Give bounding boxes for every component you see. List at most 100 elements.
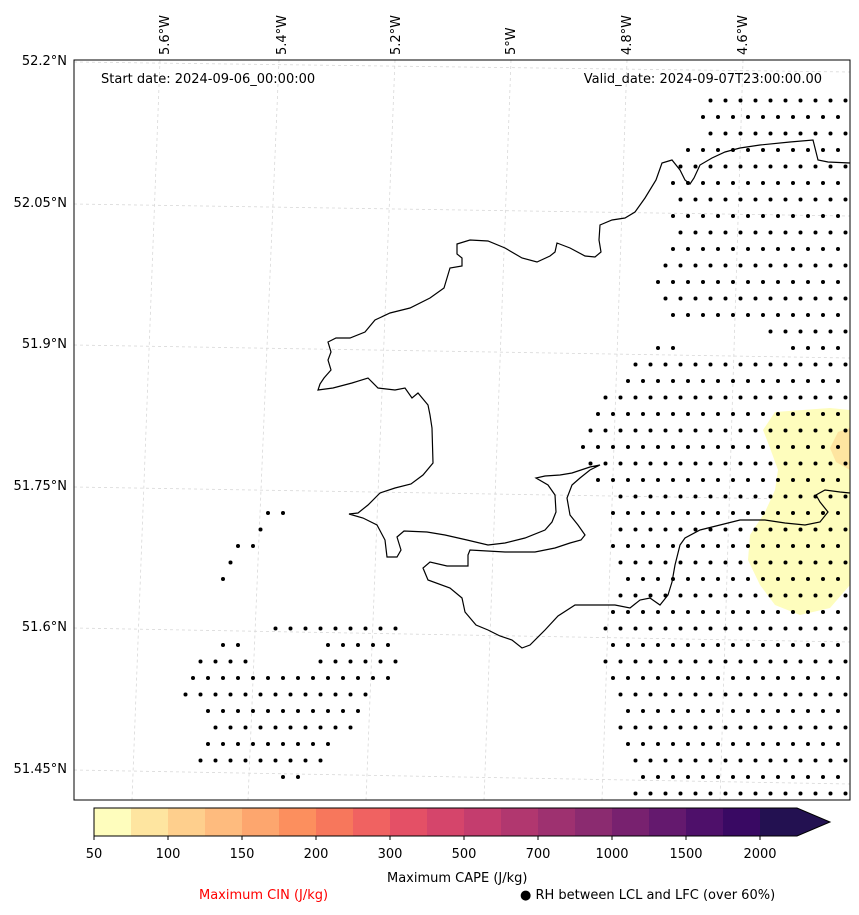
rh-dot xyxy=(656,610,660,614)
rh-dot xyxy=(768,791,773,796)
rh-dot xyxy=(746,313,750,317)
rh-dot xyxy=(618,659,623,664)
rh-dot xyxy=(813,692,818,697)
rh-dot xyxy=(746,247,750,251)
rh-dot xyxy=(776,115,780,119)
rh-dot xyxy=(641,511,645,515)
rh-dot xyxy=(243,659,248,664)
colorbar-segment xyxy=(131,808,169,836)
rh-dot xyxy=(843,329,848,334)
rh-dot xyxy=(768,461,773,466)
rh-dot xyxy=(648,494,653,499)
rh-dot xyxy=(603,428,608,433)
rh-dot xyxy=(761,478,765,482)
rh-dot xyxy=(791,709,795,713)
lon-label-5w: 5°W xyxy=(504,27,519,55)
rh-dot xyxy=(746,577,750,581)
rh-dot xyxy=(221,676,225,680)
rh-dot xyxy=(738,560,743,565)
rh-dot xyxy=(663,758,668,763)
rh-dot xyxy=(806,544,810,548)
cin-legend-label: Maximum CIN (J/kg) xyxy=(199,888,329,903)
colorbar-segment xyxy=(242,808,280,836)
rh-dot xyxy=(791,544,795,548)
rh-dot xyxy=(768,197,773,202)
rh-dot xyxy=(791,676,795,680)
rh-dot xyxy=(701,610,705,614)
rh-dot xyxy=(648,725,653,730)
rh-dot xyxy=(633,725,638,730)
rh-dot xyxy=(716,313,720,317)
rh-dot xyxy=(783,164,788,169)
rh-dot xyxy=(806,511,810,515)
rh-dot xyxy=(798,428,803,433)
rh-dot xyxy=(678,362,683,367)
rh-dot xyxy=(791,181,795,185)
rh-dot xyxy=(258,692,263,697)
colorbar-segment xyxy=(501,808,539,836)
rh-dot xyxy=(693,758,698,763)
lat-label-51-9n: 51.9°N xyxy=(22,337,67,352)
rh-dot xyxy=(333,659,338,664)
colorbar-tick-label: 1000 xyxy=(595,847,628,862)
rh-dot xyxy=(311,676,315,680)
colorbar-tick-label: 50 xyxy=(86,847,103,862)
rh-dot xyxy=(731,478,735,482)
rh-dot xyxy=(378,659,383,664)
rh-dot xyxy=(798,791,803,796)
rh-dot xyxy=(798,692,803,697)
rh-dot xyxy=(708,197,713,202)
rh-dot xyxy=(836,412,840,416)
rh-dot xyxy=(626,511,630,515)
colorbar-tick-label: 150 xyxy=(230,847,255,862)
rh-dot xyxy=(656,379,660,383)
rh-dot xyxy=(746,379,750,383)
rh-dot xyxy=(701,214,705,218)
colorbar-segment xyxy=(205,808,243,836)
rh-dot xyxy=(821,544,825,548)
rh-dot xyxy=(716,742,720,746)
rh-dot xyxy=(656,676,660,680)
rh-dot xyxy=(813,791,818,796)
rh-dot xyxy=(806,181,810,185)
rh-dot xyxy=(761,742,765,746)
rh-dot xyxy=(671,478,675,482)
rh-dot xyxy=(716,280,720,284)
rh-dot xyxy=(738,494,743,499)
rh-dot xyxy=(828,164,833,169)
rh-dot xyxy=(798,263,803,268)
rh-dot xyxy=(753,527,758,532)
rh-dot xyxy=(693,296,698,301)
rh-dot xyxy=(633,395,638,400)
rh-dot xyxy=(723,131,728,136)
rh-dot xyxy=(821,577,825,581)
rh-dot xyxy=(753,296,758,301)
rh-dot xyxy=(273,626,278,631)
rh-dot xyxy=(783,131,788,136)
rh-dot xyxy=(678,263,683,268)
rh-dot xyxy=(821,676,825,680)
rh-dot xyxy=(671,346,675,350)
rh-dot xyxy=(236,544,240,548)
rh-dot xyxy=(663,428,668,433)
rh-dot xyxy=(611,544,615,548)
rh-dot xyxy=(611,676,615,680)
rh-dot xyxy=(716,115,720,119)
rh-dot xyxy=(731,313,735,317)
rh-dot xyxy=(633,527,638,532)
colorbar-segment xyxy=(94,808,132,836)
rh-dot xyxy=(371,676,375,680)
rh-dot xyxy=(708,725,713,730)
rh-dot xyxy=(738,197,743,202)
rh-dot xyxy=(828,197,833,202)
rh-dot xyxy=(783,791,788,796)
rh-dot xyxy=(723,98,728,103)
rh-dot xyxy=(843,593,848,598)
rh-dot xyxy=(731,544,735,548)
rh-dot xyxy=(768,296,773,301)
rh-dot xyxy=(843,527,848,532)
rh-dot xyxy=(671,676,675,680)
rh-dot xyxy=(813,461,818,466)
rh-dot xyxy=(708,164,713,169)
rh-dot xyxy=(716,412,720,416)
